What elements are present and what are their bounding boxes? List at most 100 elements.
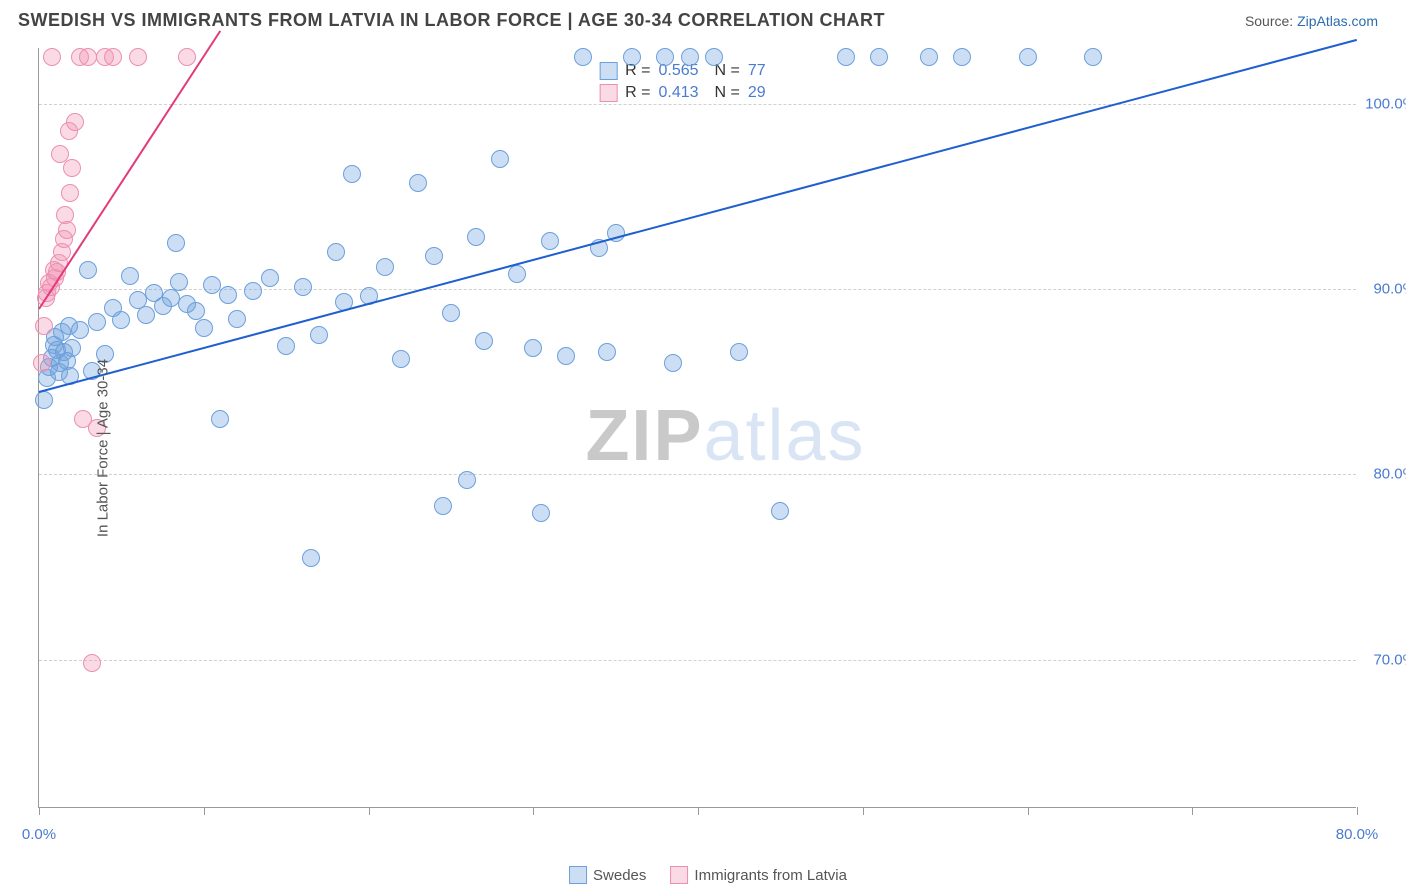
data-point[interactable] — [43, 48, 61, 66]
legend-item-latvia: Immigrants from Latvia — [670, 866, 847, 884]
data-point[interactable] — [79, 48, 97, 66]
data-point[interactable] — [178, 48, 196, 66]
data-point[interactable] — [920, 48, 938, 66]
data-point[interactable] — [58, 221, 76, 239]
y-tick-label: 70.0% — [1373, 651, 1406, 668]
data-point[interactable] — [343, 165, 361, 183]
data-point[interactable] — [129, 48, 147, 66]
r-label: R = — [625, 84, 650, 102]
data-point[interactable] — [376, 258, 394, 276]
swatch-blue — [569, 866, 587, 884]
gridline — [39, 474, 1356, 475]
data-point[interactable] — [79, 261, 97, 279]
n-value-latvia: 29 — [748, 84, 796, 102]
data-point[interactable] — [244, 282, 262, 300]
swatch-blue — [599, 62, 617, 80]
data-point[interactable] — [664, 354, 682, 372]
data-point[interactable] — [83, 654, 101, 672]
data-point[interactable] — [170, 273, 188, 291]
data-point[interactable] — [532, 504, 550, 522]
data-point[interactable] — [953, 48, 971, 66]
data-point[interactable] — [508, 265, 526, 283]
watermark: ZIPatlas — [585, 395, 865, 477]
data-point[interactable] — [71, 321, 89, 339]
data-point[interactable] — [187, 302, 205, 320]
data-point[interactable] — [442, 304, 460, 322]
watermark-zip: ZIP — [585, 396, 703, 476]
data-point[interactable] — [195, 319, 213, 337]
x-tick — [204, 807, 205, 815]
data-point[interactable] — [656, 48, 674, 66]
y-tick-label: 80.0% — [1373, 466, 1406, 483]
source-attribution: Source: ZipAtlas.com — [1245, 13, 1378, 29]
data-point[interactable] — [219, 286, 237, 304]
data-point[interactable] — [261, 269, 279, 287]
data-point[interactable] — [66, 113, 84, 131]
swatch-pink — [670, 866, 688, 884]
data-point[interactable] — [491, 150, 509, 168]
legend-bottom: Swedes Immigrants from Latvia — [569, 866, 847, 884]
data-point[interactable] — [681, 48, 699, 66]
data-point[interactable] — [33, 354, 51, 372]
data-point[interactable] — [837, 48, 855, 66]
data-point[interactable] — [211, 410, 229, 428]
data-point[interactable] — [162, 289, 180, 307]
x-tick-label: 0.0% — [22, 826, 56, 843]
data-point[interactable] — [425, 247, 443, 265]
data-point[interactable] — [310, 326, 328, 344]
data-point[interactable] — [277, 337, 295, 355]
data-point[interactable] — [705, 48, 723, 66]
data-point[interactable] — [574, 48, 592, 66]
data-point[interactable] — [458, 471, 476, 489]
data-point[interactable] — [623, 48, 641, 66]
data-point[interactable] — [228, 310, 246, 328]
data-point[interactable] — [771, 502, 789, 520]
data-point[interactable] — [35, 317, 53, 335]
x-tick — [39, 807, 40, 815]
data-point[interactable] — [167, 234, 185, 252]
data-point[interactable] — [35, 391, 53, 409]
data-point[interactable] — [327, 243, 345, 261]
data-point[interactable] — [203, 276, 221, 294]
data-point[interactable] — [392, 350, 410, 368]
data-point[interactable] — [63, 159, 81, 177]
y-tick-label: 90.0% — [1373, 280, 1406, 297]
data-point[interactable] — [557, 347, 575, 365]
data-point[interactable] — [598, 343, 616, 361]
n-label: N = — [715, 84, 740, 102]
y-axis-title: In Labor Force | Age 30-34 — [95, 359, 112, 537]
data-point[interactable] — [294, 278, 312, 296]
data-point[interactable] — [475, 332, 493, 350]
data-point[interactable] — [541, 232, 559, 250]
n-value-swedes: 77 — [748, 62, 796, 80]
data-point[interactable] — [137, 306, 155, 324]
x-tick — [1357, 807, 1358, 815]
data-point[interactable] — [61, 184, 79, 202]
data-point[interactable] — [524, 339, 542, 357]
data-point[interactable] — [104, 48, 122, 66]
legend-item-swedes: Swedes — [569, 866, 646, 884]
legend-label-swedes: Swedes — [593, 867, 646, 884]
chart-container: ZIPatlas R = 0.565 N = 77 R = 0.413 N = … — [38, 48, 1378, 848]
legend-label-latvia: Immigrants from Latvia — [694, 867, 847, 884]
y-tick-label: 100.0% — [1365, 95, 1406, 112]
data-point[interactable] — [63, 339, 81, 357]
stats-legend-box: R = 0.565 N = 77 R = 0.413 N = 29 — [591, 56, 804, 108]
data-point[interactable] — [467, 228, 485, 246]
data-point[interactable] — [112, 311, 130, 329]
r-value-latvia: 0.413 — [659, 84, 707, 102]
data-point[interactable] — [730, 343, 748, 361]
plot-area: ZIPatlas R = 0.565 N = 77 R = 0.413 N = … — [38, 48, 1356, 808]
data-point[interactable] — [1084, 48, 1102, 66]
data-point[interactable] — [88, 313, 106, 331]
data-point[interactable] — [434, 497, 452, 515]
swatch-pink — [599, 84, 617, 102]
data-point[interactable] — [1019, 48, 1037, 66]
watermark-atlas: atlas — [703, 396, 865, 476]
data-point[interactable] — [409, 174, 427, 192]
data-point[interactable] — [121, 267, 139, 285]
data-point[interactable] — [302, 549, 320, 567]
header: SWEDISH VS IMMIGRANTS FROM LATVIA IN LAB… — [0, 0, 1406, 41]
data-point[interactable] — [870, 48, 888, 66]
source-link[interactable]: ZipAtlas.com — [1297, 13, 1378, 29]
